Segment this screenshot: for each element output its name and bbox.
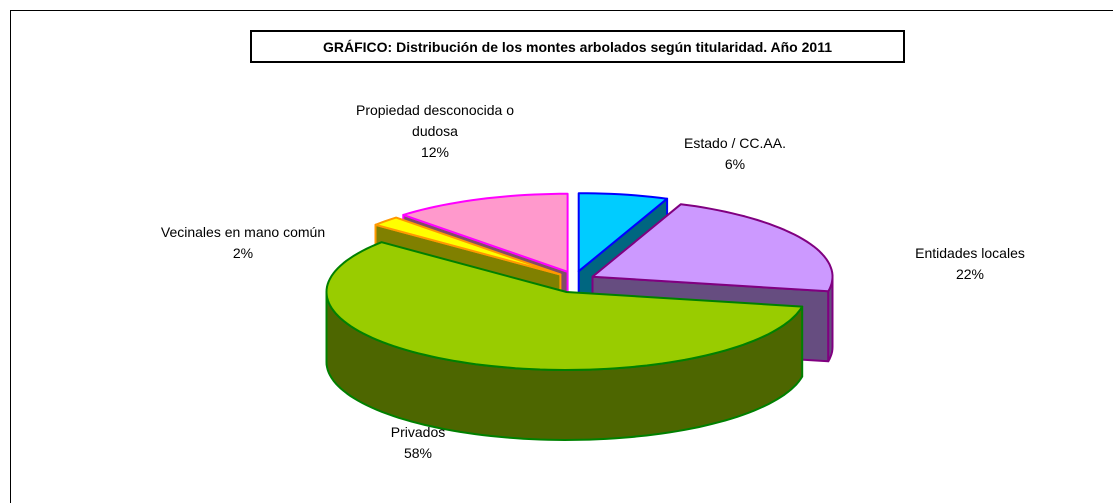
label-value: 6%	[724, 156, 746, 172]
slice	[325, 241, 804, 371]
slice-label: Estado / CC.AA. 6%	[625, 133, 845, 175]
slice-label: Vecinales en mano común 2%	[133, 222, 353, 264]
label-name: Entidades locales	[915, 245, 1025, 261]
slice	[402, 192, 569, 273]
label-name: Vecinales en mano común	[160, 224, 326, 240]
chart-title: GRÁFICO: Distribución de los montes arbo…	[250, 30, 905, 63]
label-value: 12%	[420, 144, 450, 160]
slice	[374, 216, 562, 276]
label-name: Propiedad desconocida o dudosa	[355, 102, 514, 139]
slice	[577, 192, 669, 273]
chart-frame	[10, 10, 1113, 503]
label-name: Privados	[390, 424, 446, 440]
slice-label: Privados 58%	[308, 422, 528, 464]
label-name: Estado / CC.AA.	[684, 135, 786, 151]
slice-label: Entidades locales 22%	[860, 243, 1080, 285]
label-value: 22%	[955, 266, 985, 282]
label-value: 2%	[232, 245, 254, 261]
slice-label: Propiedad desconocida o dudosa 12%	[343, 100, 528, 163]
label-value: 58%	[403, 445, 433, 461]
slice	[591, 203, 834, 293]
